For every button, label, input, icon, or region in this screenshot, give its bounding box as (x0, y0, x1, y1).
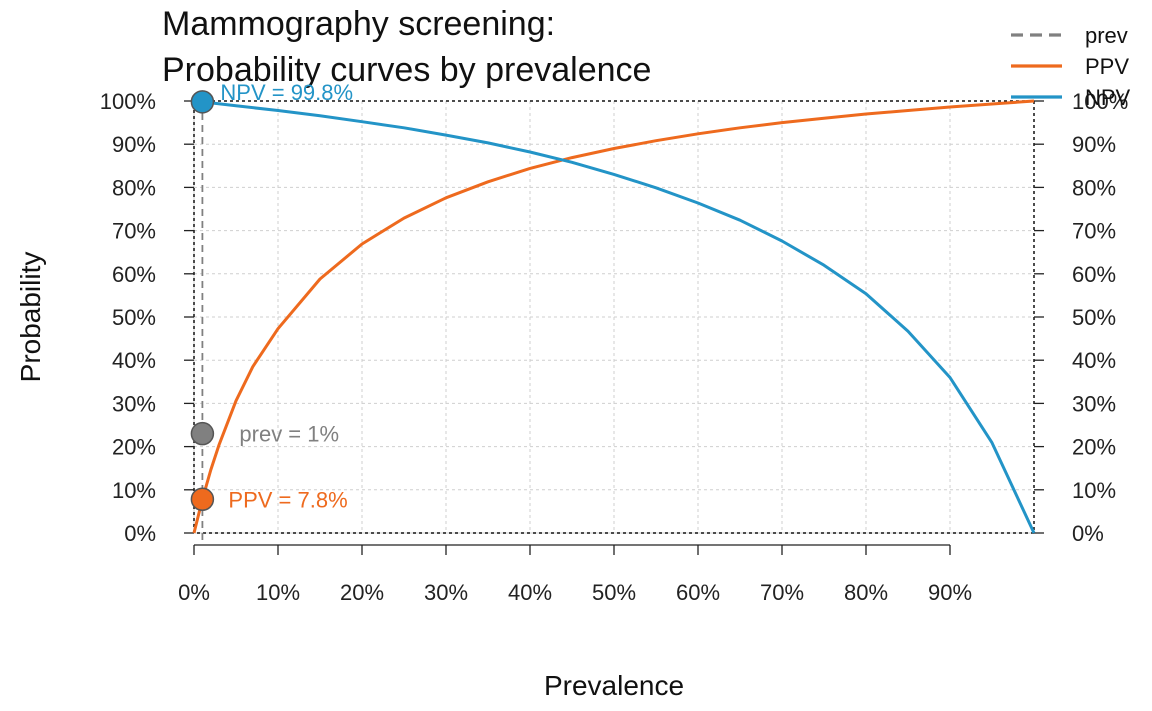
y-tick-label-right: 20% (1072, 435, 1116, 460)
y-tick-label-right: 50% (1072, 305, 1116, 330)
point-annotation: NPV = 99.8% (220, 80, 353, 105)
y-tick-label-right: 10% (1072, 478, 1116, 503)
x-tick-label: 30% (424, 580, 468, 605)
x-tick-label: 60% (676, 580, 720, 605)
y-tick-label-right: 80% (1072, 175, 1116, 200)
x-tick-label: 90% (928, 580, 972, 605)
y-tick-label-left: 90% (112, 132, 156, 157)
legend-label-prev: prev (1085, 23, 1128, 48)
chart-title-line-1: Mammography screening: (162, 5, 556, 43)
legend-label-ppv: PPV (1085, 54, 1129, 79)
y-tick-label-right: 100% (1072, 89, 1128, 114)
y-axis-title: Probability (15, 252, 46, 383)
legend-label-npv: NPV (1085, 85, 1131, 110)
x-tick-label: 20% (340, 580, 384, 605)
point-marker (190, 421, 215, 446)
series-line-npv (193, 99, 1036, 534)
point-annotation: PPV = 7.8% (228, 487, 347, 512)
point-marker (190, 487, 215, 512)
x-tick-label: 80% (844, 580, 888, 605)
y-tick-label-left: 80% (112, 175, 156, 200)
point-markers: NPV = 99.8% prev = 1% PPV = 7.8% (190, 80, 353, 512)
y-tick-label-right: 60% (1072, 262, 1116, 287)
x-tick-label: 40% (508, 580, 552, 605)
y-tick-label-right: 90% (1072, 132, 1116, 157)
y-tick-label-right: 0% (1072, 521, 1104, 546)
y-tick-label-left: 70% (112, 219, 156, 244)
y-tick-label-left: 20% (112, 435, 156, 460)
x-tick-label: 10% (256, 580, 300, 605)
x-tick-label: 50% (592, 580, 636, 605)
y-tick-label-left: 0% (124, 521, 156, 546)
y-tick-label-left: 100% (100, 89, 156, 114)
y-axis-left: 0% 10% 20% 30% 40% 50% 60% 70% 80% 90% 100% (100, 89, 194, 546)
y-tick-label-right: 70% (1072, 219, 1116, 244)
x-tick-label: 0% (178, 580, 210, 605)
y-tick-label-left: 30% (112, 391, 156, 416)
y-tick-label-right: 30% (1072, 391, 1116, 416)
y-tick-label-right: 40% (1072, 348, 1116, 373)
series-line-ppv (192, 99, 1035, 534)
grid-lines (193, 100, 1034, 534)
y-tick-label-left: 40% (112, 348, 156, 373)
point-marker (190, 90, 215, 114)
legend: prev PPV NPV (1011, 23, 1131, 110)
chart-title-line-2: Probability curves by prevalence (162, 51, 652, 89)
y-tick-label-left: 60% (112, 262, 156, 287)
x-axis-title: Prevalence (544, 670, 684, 701)
x-axis: 0% 10% 20% 30% 40% 50% 60% 70% 80% 90% (178, 544, 972, 605)
x-tick-label: 70% (760, 580, 804, 605)
y-tick-label-left: 50% (112, 305, 156, 330)
point-annotation: prev = 1% (239, 422, 339, 447)
series-lines (192, 99, 1036, 545)
y-tick-label-left: 10% (112, 478, 156, 503)
y-axis-right: 0% 10% 20% 30% 40% 50% 60% 70% 80% 90% 100% (1034, 89, 1128, 546)
